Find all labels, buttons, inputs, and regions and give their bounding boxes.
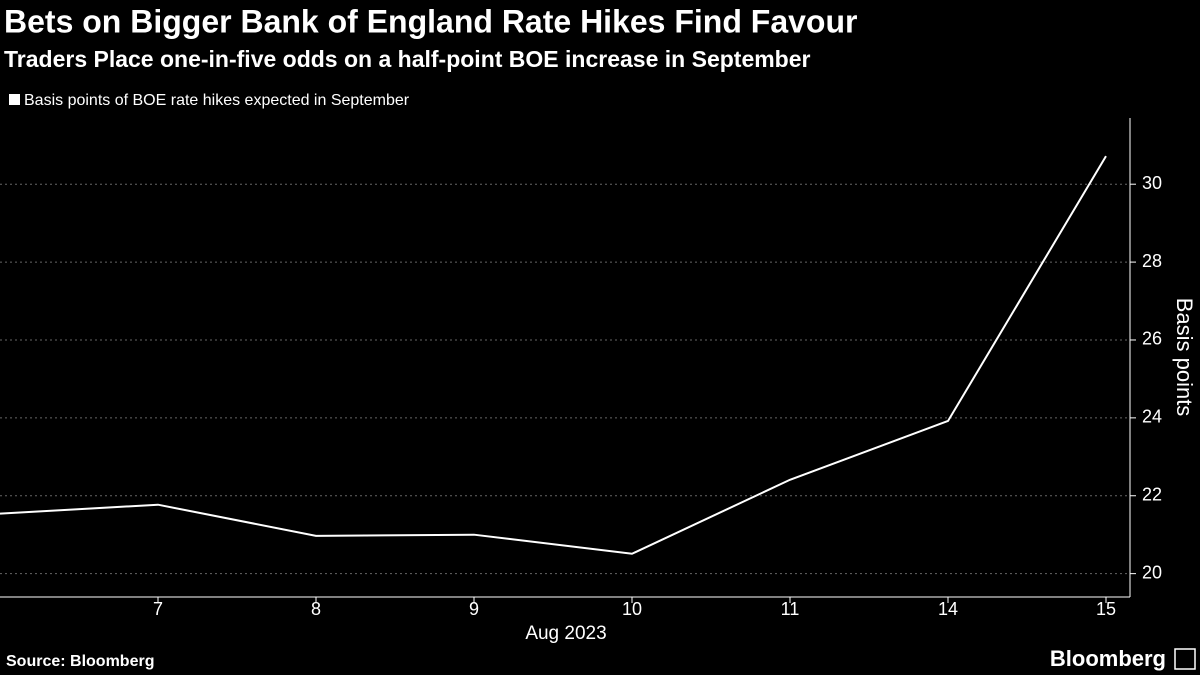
y-tick-label: 22 <box>1142 484 1162 504</box>
y-tick-label: 24 <box>1142 407 1162 427</box>
y-tick-label: 28 <box>1142 251 1162 271</box>
x-tick-label: 15 <box>1096 599 1116 619</box>
x-tick-label: 8 <box>311 599 321 619</box>
y-tick-label: 20 <box>1142 562 1162 582</box>
legend-label: Basis points of BOE rate hikes expected … <box>24 92 410 109</box>
x-tick-label: 10 <box>622 599 642 619</box>
brand: Bloomberg <box>1050 646 1166 671</box>
x-tick-label: 14 <box>938 599 958 619</box>
brand-icon <box>1174 648 1196 670</box>
x-tick-label: 7 <box>153 599 163 619</box>
source: Source: Bloomberg <box>6 653 154 670</box>
x-tick-label: 9 <box>469 599 479 619</box>
legend-swatch <box>9 94 20 105</box>
chart-title: Bets on Bigger Bank of England Rate Hike… <box>4 3 857 39</box>
chart-subtitle: Traders Place one-in-five odds on a half… <box>4 46 811 72</box>
y-axis-label: Basis points <box>1172 298 1197 417</box>
y-tick-label: 30 <box>1142 173 1162 193</box>
line-series <box>0 155 1107 555</box>
x-tick-label: 11 <box>781 599 800 619</box>
x-axis-label: Aug 2023 <box>525 623 606 644</box>
y-tick-label: 26 <box>1142 329 1162 349</box>
